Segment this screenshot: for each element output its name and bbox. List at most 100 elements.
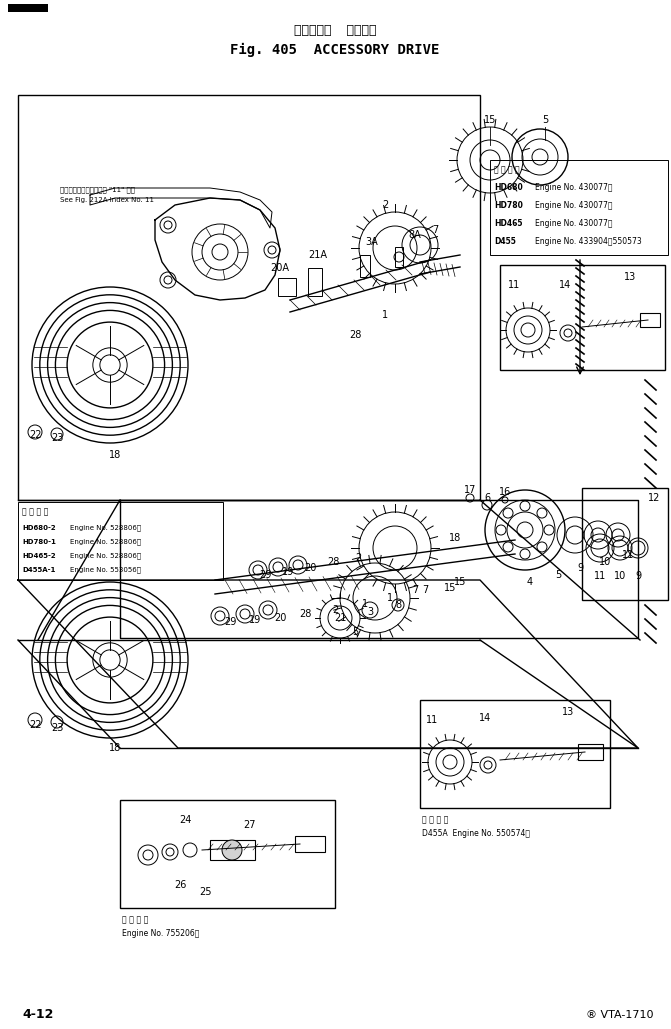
Text: Engine No. 430077～: Engine No. 430077～ [535, 183, 613, 192]
Text: D455A-1: D455A-1 [22, 567, 56, 573]
Text: 18: 18 [109, 450, 121, 460]
Text: HD780: HD780 [494, 202, 523, 211]
Text: 15: 15 [484, 115, 496, 125]
Text: 適 用 号 機: 適 用 号 機 [22, 507, 48, 517]
Text: Engine No. 553056～: Engine No. 553056～ [70, 567, 141, 573]
Bar [490, 159, 668, 255]
Text: 23: 23 [51, 723, 63, 733]
Text: 22: 22 [29, 430, 41, 440]
Text: 7: 7 [432, 225, 438, 235]
Text: 13: 13 [624, 272, 636, 282]
Text: 26: 26 [174, 880, 186, 890]
Text: Engine No. 528806～: Engine No. 528806～ [70, 553, 141, 560]
Text: See Fig. 212A Index No. 11: See Fig. 212A Index No. 11 [60, 197, 154, 203]
Text: 6: 6 [484, 493, 490, 503]
Text: 22: 22 [29, 720, 41, 730]
Text: Engine No. 433904～550573: Engine No. 433904～550573 [535, 238, 641, 247]
Bar [640, 313, 660, 327]
Text: HD780-1: HD780-1 [22, 539, 56, 545]
Bar [278, 278, 296, 296]
Text: HD465-2: HD465-2 [22, 553, 56, 559]
Text: 5: 5 [352, 627, 358, 637]
Text: 14: 14 [559, 280, 571, 290]
Text: 第２１２Ａ図索引引番号 "11" 参照: 第２１２Ａ図索引引番号 "11" 参照 [60, 186, 135, 193]
Text: 14: 14 [479, 713, 491, 723]
Text: Engine No. 755206～: Engine No. 755206～ [122, 929, 199, 938]
Text: 適 用 号 機: 適 用 号 機 [122, 916, 148, 924]
Text: 28: 28 [327, 557, 339, 567]
Text: 19: 19 [282, 567, 294, 577]
Text: 9: 9 [635, 571, 641, 581]
Bar [360, 255, 370, 277]
Text: 9: 9 [577, 563, 583, 573]
Text: 7: 7 [412, 586, 418, 595]
Text: アクセサリ  ドライブ: アクセサリ ドライブ [294, 24, 376, 36]
Text: 8: 8 [395, 600, 401, 610]
Text: 20: 20 [274, 613, 287, 623]
Text: 27: 27 [244, 820, 256, 830]
Text: ® VTA-1710: ® VTA-1710 [586, 1010, 654, 1020]
Text: 20: 20 [304, 563, 316, 573]
Text: 2: 2 [355, 553, 361, 563]
Text: 29: 29 [224, 617, 236, 627]
Text: 7: 7 [422, 586, 428, 595]
Text: 17: 17 [464, 485, 476, 495]
Text: 24: 24 [178, 815, 191, 825]
Text: 15: 15 [444, 583, 456, 593]
Text: 1: 1 [362, 599, 368, 609]
Bar [582, 488, 668, 600]
Text: 1: 1 [382, 310, 388, 320]
Text: Engine No. 430077～: Engine No. 430077～ [535, 219, 613, 228]
Text: HD680: HD680 [494, 183, 523, 192]
Text: 11: 11 [594, 571, 606, 581]
Text: 11: 11 [508, 280, 520, 290]
Text: 25: 25 [199, 887, 211, 897]
Text: Fig. 405  ACCESSORY DRIVE: Fig. 405 ACCESSORY DRIVE [230, 43, 440, 57]
Bar [210, 840, 255, 860]
Text: 2: 2 [332, 605, 338, 615]
Text: 23: 23 [51, 433, 63, 443]
Bar [420, 700, 610, 808]
Text: HD465: HD465 [494, 219, 523, 228]
Text: 19: 19 [249, 615, 261, 625]
Bar [18, 95, 480, 500]
Text: 3: 3 [367, 607, 373, 617]
Circle shape [222, 840, 242, 860]
Text: 10: 10 [599, 557, 611, 567]
Bar [395, 247, 403, 267]
Text: 2: 2 [382, 200, 388, 210]
Text: 29: 29 [259, 570, 271, 580]
Text: D455: D455 [494, 238, 516, 247]
Text: 28: 28 [349, 330, 361, 340]
Text: 11: 11 [622, 549, 634, 560]
Text: 28: 28 [299, 609, 311, 619]
Text: 12: 12 [648, 493, 660, 503]
Text: D455A  Engine No. 550574～: D455A Engine No. 550574～ [422, 829, 530, 839]
Text: Engine No. 528806～: Engine No. 528806～ [70, 539, 141, 545]
Text: 11: 11 [426, 715, 438, 725]
Text: 10: 10 [614, 571, 626, 581]
Text: 21: 21 [333, 613, 346, 623]
Text: 5: 5 [555, 570, 561, 580]
Text: 5: 5 [542, 115, 548, 125]
Bar [308, 268, 322, 296]
Text: 4-12: 4-12 [22, 1008, 54, 1022]
Text: 21A: 21A [309, 250, 327, 260]
Bar [578, 744, 603, 760]
Bar [295, 836, 325, 852]
Text: 4: 4 [527, 577, 533, 587]
Text: 3A: 3A [366, 237, 378, 247]
Bar [500, 265, 665, 370]
Text: 20A: 20A [270, 263, 289, 273]
Bar [8, 4, 48, 12]
Text: 適 用 号 機: 適 用 号 機 [422, 816, 448, 824]
Text: 15: 15 [454, 577, 466, 587]
Text: Engine No. 528806～: Engine No. 528806～ [70, 525, 141, 531]
Text: 18: 18 [449, 533, 461, 543]
Bar [18, 502, 223, 580]
Text: Engine No. 430077～: Engine No. 430077～ [535, 202, 613, 211]
Text: 8A: 8A [409, 230, 421, 240]
Text: 16: 16 [499, 487, 511, 497]
Text: 適 用 号 機: 適 用 号 機 [494, 166, 519, 175]
Bar [120, 800, 335, 908]
